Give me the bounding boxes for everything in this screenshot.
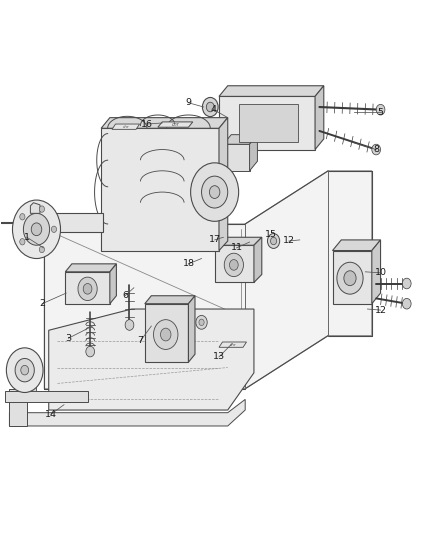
- Circle shape: [202, 98, 218, 117]
- Polygon shape: [65, 272, 110, 304]
- Polygon shape: [10, 399, 245, 426]
- Text: 2: 2: [39, 299, 45, 308]
- Circle shape: [153, 320, 178, 350]
- Circle shape: [20, 239, 25, 245]
- Polygon shape: [145, 296, 195, 304]
- Circle shape: [83, 284, 92, 294]
- Polygon shape: [254, 237, 262, 282]
- Text: 4: 4: [211, 105, 217, 114]
- Circle shape: [78, 277, 97, 301]
- Circle shape: [344, 271, 356, 286]
- Polygon shape: [239, 104, 297, 142]
- Circle shape: [12, 200, 60, 259]
- Polygon shape: [101, 118, 228, 128]
- Circle shape: [268, 233, 280, 248]
- Circle shape: [199, 319, 204, 326]
- Text: 8: 8: [373, 145, 379, 154]
- Circle shape: [86, 346, 95, 357]
- Polygon shape: [18, 213, 103, 232]
- Text: 12: 12: [283, 237, 295, 246]
- Circle shape: [7, 348, 43, 392]
- Polygon shape: [372, 240, 381, 304]
- Circle shape: [51, 226, 57, 232]
- Circle shape: [337, 262, 363, 294]
- Text: 9: 9: [185, 98, 191, 107]
- Polygon shape: [215, 237, 262, 245]
- Circle shape: [201, 176, 228, 208]
- Circle shape: [271, 237, 277, 245]
- Polygon shape: [110, 264, 117, 304]
- Circle shape: [403, 298, 411, 309]
- Circle shape: [39, 246, 45, 253]
- Polygon shape: [101, 128, 219, 251]
- Polygon shape: [188, 296, 195, 362]
- Text: 3: 3: [65, 334, 71, 343]
- Text: chr: chr: [123, 125, 129, 128]
- Polygon shape: [112, 124, 140, 130]
- Polygon shape: [219, 86, 324, 96]
- Polygon shape: [315, 86, 324, 150]
- Text: chr: chr: [171, 122, 179, 127]
- Text: 16: 16: [141, 119, 153, 128]
- Circle shape: [31, 223, 42, 236]
- Text: 1: 1: [24, 233, 30, 242]
- Polygon shape: [5, 391, 88, 402]
- Text: 12: 12: [374, 305, 387, 314]
- Text: 5: 5: [378, 108, 384, 117]
- Polygon shape: [250, 135, 258, 171]
- Polygon shape: [30, 203, 40, 213]
- Text: 11: 11: [230, 244, 243, 253]
- Circle shape: [23, 213, 49, 245]
- Text: 18: 18: [183, 260, 194, 268]
- Polygon shape: [223, 135, 258, 144]
- Text: chr: chr: [230, 343, 236, 346]
- Circle shape: [15, 359, 34, 382]
- Polygon shape: [332, 240, 381, 251]
- Circle shape: [191, 163, 239, 221]
- Polygon shape: [158, 122, 193, 127]
- Polygon shape: [145, 304, 188, 362]
- Circle shape: [39, 206, 45, 212]
- Circle shape: [125, 320, 134, 330]
- Circle shape: [160, 328, 171, 341]
- Text: 17: 17: [208, 236, 221, 245]
- Circle shape: [21, 366, 28, 375]
- Text: 14: 14: [45, 410, 57, 419]
- Text: 6: 6: [122, 291, 128, 300]
- Circle shape: [230, 260, 238, 270]
- Circle shape: [209, 185, 220, 198]
- Polygon shape: [332, 251, 372, 304]
- Circle shape: [403, 278, 411, 289]
- Circle shape: [372, 144, 381, 155]
- Polygon shape: [223, 144, 250, 171]
- Circle shape: [224, 253, 244, 277]
- Polygon shape: [22, 378, 35, 391]
- Polygon shape: [219, 342, 247, 348]
- Polygon shape: [10, 389, 27, 426]
- Circle shape: [206, 102, 214, 112]
- Circle shape: [376, 104, 385, 115]
- Circle shape: [20, 214, 25, 220]
- Polygon shape: [49, 309, 254, 410]
- Polygon shape: [44, 171, 372, 389]
- Polygon shape: [65, 264, 117, 272]
- Polygon shape: [215, 245, 254, 282]
- Text: 7: 7: [138, 336, 143, 345]
- Text: 15: 15: [265, 230, 277, 239]
- Polygon shape: [219, 96, 315, 150]
- Polygon shape: [219, 118, 228, 251]
- Text: 13: 13: [213, 352, 225, 361]
- Circle shape: [196, 316, 207, 329]
- Text: 10: 10: [374, 269, 387, 277]
